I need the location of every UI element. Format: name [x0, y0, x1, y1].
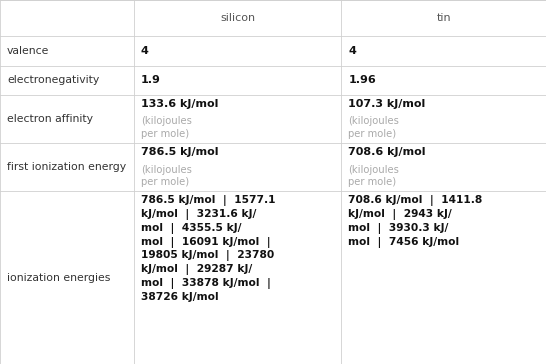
Text: electronegativity: electronegativity [7, 75, 99, 86]
Text: tin: tin [436, 13, 451, 23]
Text: 1.96: 1.96 [348, 75, 376, 86]
Text: (kilojoules
per mole): (kilojoules per mole) [348, 116, 399, 139]
Text: valence: valence [7, 46, 50, 56]
Text: 107.3 kJ/mol: 107.3 kJ/mol [348, 99, 425, 109]
Text: (kilojoules
per mole): (kilojoules per mole) [348, 165, 399, 187]
Text: 133.6 kJ/mol: 133.6 kJ/mol [141, 99, 218, 109]
Text: 4: 4 [141, 46, 149, 56]
Text: 786.5 kJ/mol: 786.5 kJ/mol [141, 147, 218, 157]
Text: 1.9: 1.9 [141, 75, 161, 86]
Text: 786.5 kJ/mol  |  1577.1
kJ/mol  |  3231.6 kJ/
mol  |  4355.5 kJ/
mol  |  16091 k: 786.5 kJ/mol | 1577.1 kJ/mol | 3231.6 kJ… [141, 195, 275, 302]
Text: first ionization energy: first ionization energy [7, 162, 126, 173]
Text: 708.6 kJ/mol  |  1411.8
kJ/mol  |  2943 kJ/
mol  |  3930.3 kJ/
mol  |  7456 kJ/m: 708.6 kJ/mol | 1411.8 kJ/mol | 2943 kJ/ … [348, 195, 483, 248]
Text: ionization energies: ionization energies [7, 273, 110, 283]
Text: 4: 4 [348, 46, 356, 56]
Text: (kilojoules
per mole): (kilojoules per mole) [141, 116, 192, 139]
Text: silicon: silicon [220, 13, 255, 23]
Text: electron affinity: electron affinity [7, 114, 93, 124]
Text: (kilojoules
per mole): (kilojoules per mole) [141, 165, 192, 187]
Text: 708.6 kJ/mol: 708.6 kJ/mol [348, 147, 426, 157]
